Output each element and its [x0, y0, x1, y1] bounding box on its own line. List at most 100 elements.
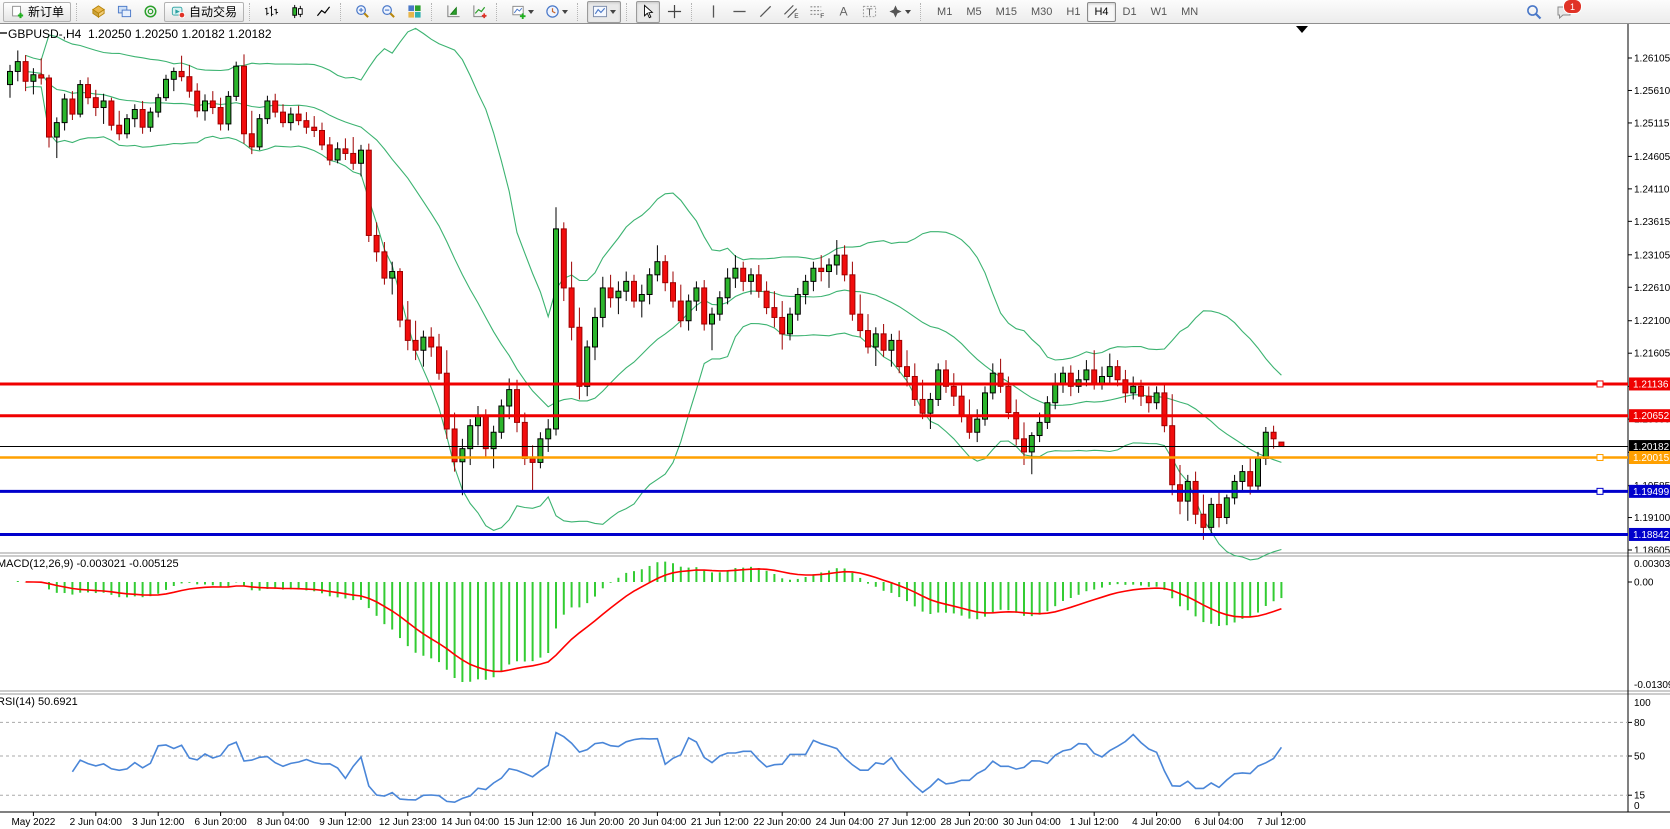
candle-body: [225, 95, 232, 125]
zoom-in-icon[interactable]: [350, 1, 374, 23]
candle-body: [732, 267, 739, 279]
timeframe-m15[interactable]: M15: [995, 5, 1017, 18]
text-tool[interactable]: A: [831, 1, 855, 23]
svg-text:80: 80: [1634, 718, 1646, 729]
candle-body: [178, 70, 185, 78]
period-button[interactable]: [540, 1, 572, 23]
timeframe-h4[interactable]: H4: [1087, 1, 1116, 22]
candlestick-icon[interactable]: [285, 1, 309, 23]
candle-body: [1060, 372, 1066, 384]
price-list-icon[interactable]: [86, 1, 110, 23]
horizontal-line-tool[interactable]: [727, 1, 751, 23]
candle-body: [342, 148, 349, 154]
svg-text:50: 50: [1634, 752, 1646, 763]
candle-body: [927, 398, 934, 414]
candle-body: [888, 339, 895, 351]
svg-text:1.20182: 1.20182: [1633, 442, 1670, 453]
svg-text:28 Jun 20:00: 28 Jun 20:00: [940, 817, 998, 828]
svg-text:1.22610: 1.22610: [1634, 283, 1670, 294]
market-watch-icon[interactable]: [112, 1, 136, 23]
candle-body: [911, 375, 918, 400]
svg-text:0.003036: 0.003036: [1634, 559, 1670, 570]
timeframe-m1[interactable]: M1: [937, 5, 953, 18]
timeframe-m30[interactable]: M30: [1031, 5, 1053, 18]
svg-text:4 Jul 20:00: 4 Jul 20:00: [1132, 817, 1181, 828]
chevron-down-icon: [561, 9, 568, 14]
search-icon[interactable]: [1522, 1, 1546, 23]
candle-body: [241, 65, 247, 135]
autotrading-button[interactable]: 自动交易: [164, 1, 245, 22]
svg-text:F: F: [820, 13, 824, 19]
candle-body: [1036, 421, 1043, 437]
candle-body: [1216, 503, 1222, 519]
candle-body: [420, 336, 427, 351]
candle-body: [1067, 372, 1074, 387]
add-indicator-icon[interactable]: [467, 1, 491, 23]
svg-text:21 Jun 12:00: 21 Jun 12:00: [691, 817, 749, 828]
svg-text:1.22100: 1.22100: [1634, 316, 1670, 327]
timeframe-mn[interactable]: MN: [1181, 5, 1199, 18]
line-chart-icon[interactable]: [311, 1, 335, 23]
candle-body: [365, 149, 372, 236]
candle-body: [69, 98, 76, 115]
candle-body: [833, 254, 840, 266]
notifications-button[interactable]: 1: [1552, 0, 1582, 23]
crosshair-tool-button[interactable]: [662, 1, 686, 23]
candle-body: [155, 97, 162, 113]
zoom-out-icon[interactable]: [376, 1, 400, 23]
svg-text:A: A: [839, 5, 848, 19]
cursor-tool-button[interactable]: [636, 0, 661, 23]
arrows-tool-button[interactable]: [883, 1, 915, 23]
chevron-down-icon: [610, 9, 617, 14]
bar-chart-icon[interactable]: [259, 1, 283, 23]
candle-body: [997, 372, 1004, 387]
fibonacci-tool[interactable]: F: [805, 1, 829, 23]
candle-body: [794, 293, 801, 315]
timeframe-m5[interactable]: M5: [966, 5, 982, 18]
timeframe-h1[interactable]: H1: [1066, 5, 1081, 18]
candle-body: [982, 392, 988, 420]
candle-body: [404, 319, 411, 341]
toolbar-separator: [626, 2, 631, 21]
trendline-tool[interactable]: [753, 1, 777, 23]
candle-body: [303, 120, 310, 128]
candle-body: [638, 293, 645, 302]
candle-body: [1231, 480, 1238, 499]
candle-body: [459, 448, 466, 463]
candle-body: [763, 290, 770, 309]
candle-body: [709, 313, 715, 325]
candle-body: [295, 113, 302, 122]
candle-body: [553, 228, 559, 430]
svg-text:27 Jun 12:00: 27 Jun 12:00: [878, 817, 936, 828]
tile-windows-icon[interactable]: [402, 1, 426, 23]
candle-body: [631, 280, 637, 302]
new-order-button[interactable]: 新订单: [3, 1, 72, 22]
timeframe-d1[interactable]: D1: [1122, 5, 1137, 18]
timeframe-w1[interactable]: W1: [1150, 5, 1168, 18]
candle-body: [38, 74, 45, 79]
candle-body: [498, 405, 505, 433]
candle-body: [1005, 385, 1012, 414]
toolbar-right-group: 1: [1522, 0, 1582, 23]
templates-button[interactable]: [587, 0, 622, 23]
indicator-list-icon[interactable]: [441, 1, 465, 23]
candle-body: [1177, 484, 1183, 502]
candle-body: [787, 313, 793, 335]
oneclick-collapsed-marker[interactable]: [0, 32, 7, 34]
equidistant-channel-tool[interactable]: E: [779, 1, 803, 23]
text-label-tool[interactable]: T: [857, 1, 881, 23]
candle-body: [685, 300, 692, 322]
svg-text:1.21605: 1.21605: [1634, 349, 1670, 360]
svg-text:3 Jun 12:00: 3 Jun 12:00: [132, 817, 185, 828]
vertical-line-tool[interactable]: [701, 1, 725, 23]
navigator-icon[interactable]: [138, 1, 162, 23]
candle-body: [1262, 431, 1269, 459]
new-chart-button[interactable]: [506, 1, 538, 23]
toolbar-separator: [496, 2, 501, 21]
chart-shift-marker: [1296, 26, 1308, 33]
svg-text:1.25610: 1.25610: [1634, 86, 1670, 97]
toolbar-separator: [577, 2, 582, 21]
svg-text:1.18842: 1.18842: [1633, 530, 1670, 541]
svg-text:-0.013094: -0.013094: [1634, 680, 1670, 691]
